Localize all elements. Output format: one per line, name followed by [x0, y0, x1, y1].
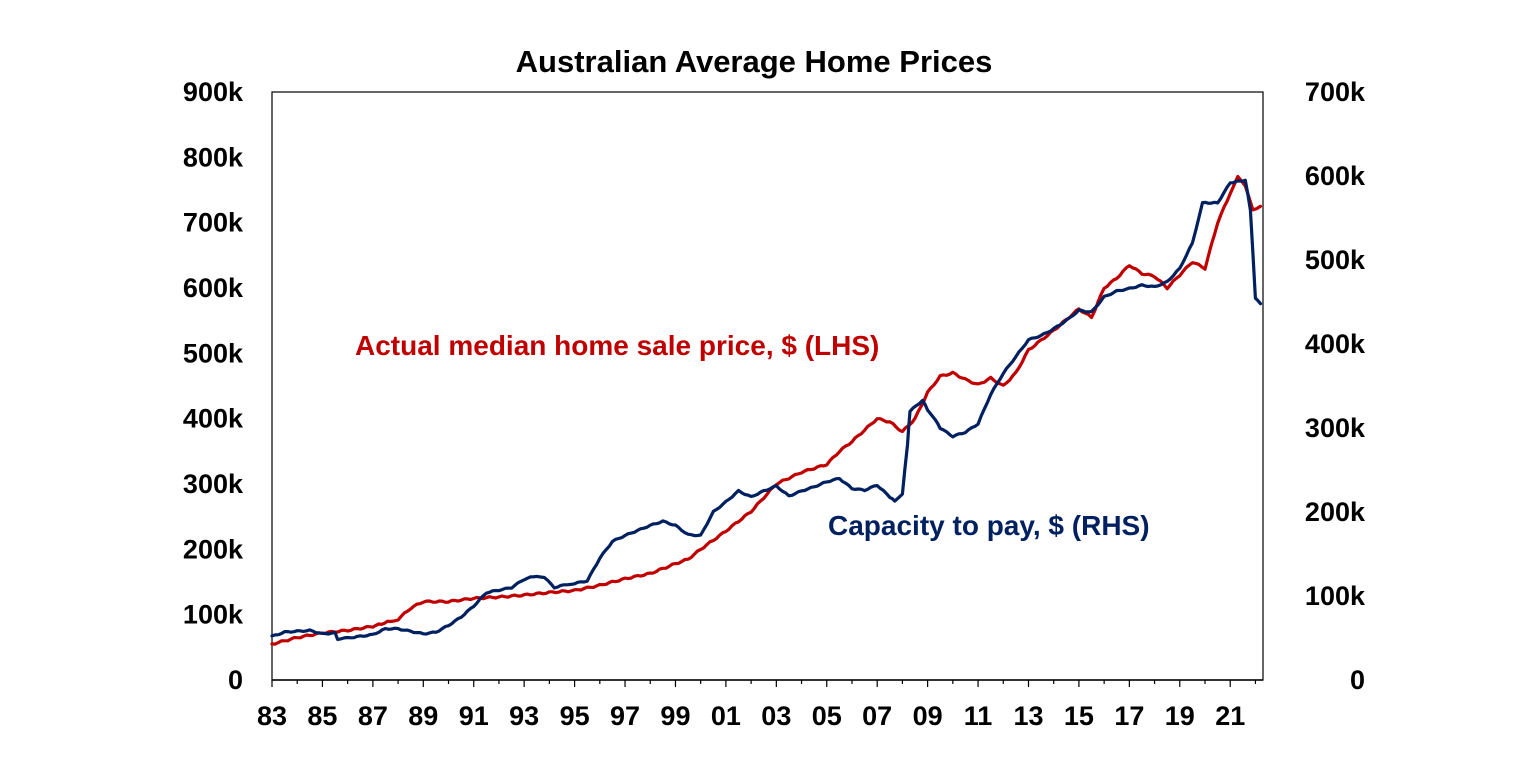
y-left-tick-label: 400k — [183, 404, 244, 434]
y-right-tick-label: 200k — [1305, 497, 1366, 527]
y-right-tick-label: 300k — [1305, 413, 1366, 443]
y-left-tick-label: 900k — [183, 77, 244, 107]
series-line-price — [270, 174, 1263, 646]
x-tick-label: 93 — [509, 701, 539, 731]
x-tick-label: 89 — [408, 701, 438, 731]
y-right-tick-label: 100k — [1305, 581, 1366, 611]
y-left-tick-label: 600k — [183, 273, 244, 303]
x-tick-label: 97 — [610, 701, 640, 731]
y-left-tick-label: 500k — [183, 338, 244, 368]
series-line-capacity — [270, 178, 1263, 642]
y-right-tick-label: 500k — [1305, 245, 1366, 275]
y-left-tick-label: 200k — [183, 534, 244, 564]
x-tick-label: 11 — [964, 701, 993, 731]
x-tick-label: 19 — [1165, 701, 1195, 731]
series-lines — [270, 174, 1263, 646]
x-tick-label: 05 — [812, 701, 842, 731]
x-tick-label: 91 — [459, 701, 489, 731]
x-tick-label: 15 — [1064, 701, 1094, 731]
y-right-tick-label: 0 — [1350, 665, 1365, 695]
x-tick-label: 87 — [358, 701, 388, 731]
chart-title: Australian Average Home Prices — [516, 44, 993, 79]
y-left-tick-label: 700k — [183, 208, 244, 238]
x-tick-label: 83 — [257, 701, 287, 731]
x-tick-label: 09 — [913, 701, 943, 731]
y-left-tick-label: 100k — [183, 600, 244, 630]
x-tick-label: 13 — [1013, 701, 1043, 731]
series-annotation-price: Actual median home sale price, $ (LHS) — [355, 330, 879, 361]
plot-frame — [271, 91, 1264, 681]
x-tick-label: 17 — [1114, 701, 1144, 731]
y-left-tick-label: 300k — [183, 469, 244, 499]
y-right-tick-label: 400k — [1305, 329, 1366, 359]
y-left-tick-label: 0 — [228, 665, 243, 695]
x-tick-label: 03 — [761, 701, 791, 731]
x-tick-label: 95 — [560, 701, 590, 731]
series-annotation-capacity: Capacity to pay, $ (RHS) — [828, 510, 1150, 541]
y-right-tick-label: 700k — [1305, 77, 1366, 107]
x-tick-label: 85 — [307, 701, 337, 731]
x-tick-label: 21 — [1215, 701, 1245, 731]
y-left-tick-label: 800k — [183, 142, 244, 172]
x-tick-label: 07 — [862, 701, 892, 731]
x-tick-label: 01 — [711, 701, 741, 731]
y-right-tick-labels: 0 100k 200k 300k 400k 500k 600k 700k — [1305, 77, 1366, 695]
x-tick-label: 99 — [660, 701, 690, 731]
y-left-tick-labels: 0 100k 200k 300k 400k 500k 600k 700k 800k 900k — [183, 77, 244, 695]
y-right-tick-label: 600k — [1305, 161, 1366, 191]
x-tick-labels: 83 85 87 89 91 93 95 97 99 01 03 05 07 09 11 13 15 17 19 21 — [257, 680, 1257, 731]
